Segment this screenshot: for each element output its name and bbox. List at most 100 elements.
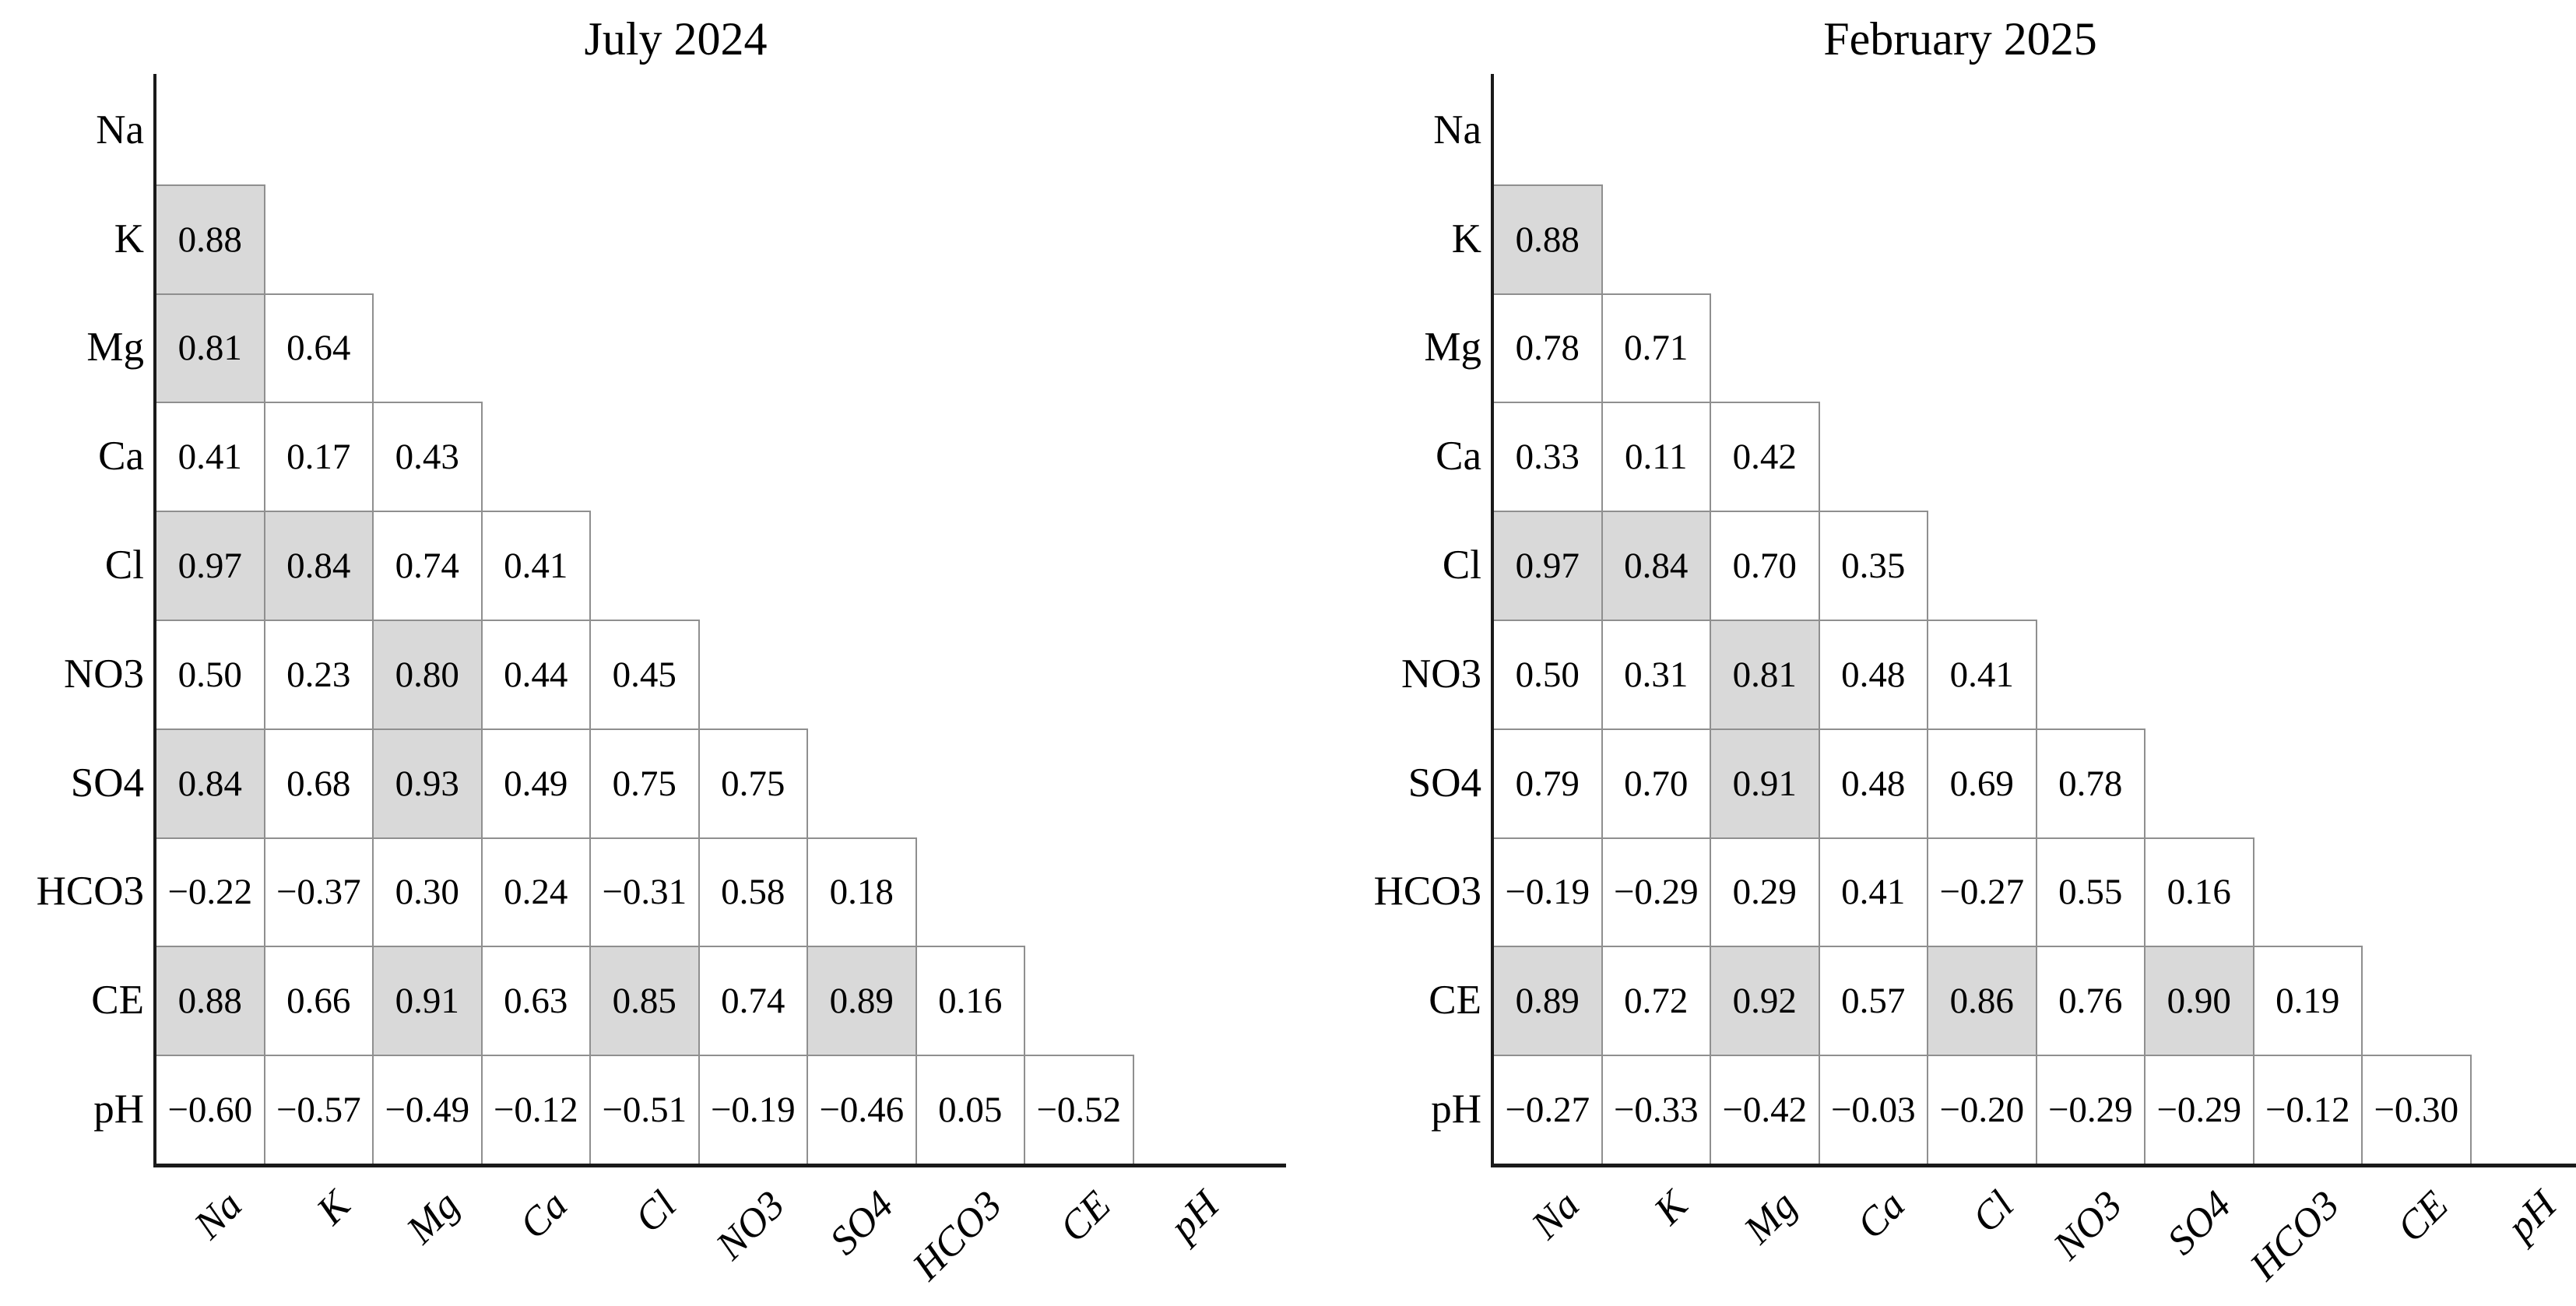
matrix-cell: 0.97 — [155, 511, 265, 621]
matrix-cell: −0.03 — [1818, 1055, 1928, 1165]
matrix-cell: −0.22 — [155, 837, 265, 948]
matrix-cell: 0.74 — [698, 946, 808, 1057]
row-label: pH — [93, 1087, 144, 1132]
matrix-cell: 0.17 — [263, 402, 374, 513]
matrix-cell: −0.52 — [1024, 1055, 1134, 1165]
matrix-cell: 0.43 — [372, 402, 483, 513]
matrix-cell: 0.81 — [155, 293, 265, 404]
matrix-cell: 0.89 — [807, 946, 917, 1057]
row-label: CE — [1429, 978, 1481, 1023]
matrix-cell: 0.90 — [2144, 946, 2254, 1057]
matrix-cell: 0.79 — [1492, 728, 1603, 839]
matrix-cell: 0.18 — [807, 837, 917, 948]
matrix-cell: 0.63 — [480, 946, 591, 1057]
matrix-cell: 0.33 — [1492, 402, 1603, 513]
matrix-cell: 0.84 — [1601, 511, 1711, 621]
matrix-cell: 0.80 — [372, 620, 483, 730]
matrix-cell: −0.27 — [1492, 1055, 1603, 1165]
matrix-cell: 0.84 — [263, 511, 374, 621]
matrix-cell: 0.50 — [155, 620, 265, 730]
matrix-cell: 0.23 — [263, 620, 374, 730]
matrix-cell: 0.72 — [1601, 946, 1711, 1057]
matrix-cell: −0.33 — [1601, 1055, 1711, 1165]
matrix-cell: −0.46 — [807, 1055, 917, 1165]
matrix-cell: 0.70 — [1710, 511, 1820, 621]
panel-title-july-2024: July 2024 — [584, 13, 768, 65]
row-label: K — [114, 216, 144, 262]
matrix-cell: 0.41 — [1818, 837, 1928, 948]
matrix-cell: 0.05 — [915, 1055, 1025, 1165]
row-label: HCO3 — [36, 869, 144, 915]
matrix-cell: 0.97 — [1492, 511, 1603, 621]
matrix-cell: −0.60 — [155, 1055, 265, 1165]
matrix-cell: −0.42 — [1710, 1055, 1820, 1165]
matrix-cell: −0.51 — [589, 1055, 700, 1165]
matrix-cell: 0.48 — [1818, 728, 1928, 839]
row-label: Cl — [104, 542, 144, 588]
matrix-cell: 0.84 — [155, 728, 265, 839]
row-label: Cl — [1442, 542, 1481, 588]
matrix-cell: 0.66 — [263, 946, 374, 1057]
matrix-cell: 0.91 — [1710, 728, 1820, 839]
matrix-cell: −0.20 — [1927, 1055, 2037, 1165]
matrix-cell: 0.81 — [1710, 620, 1820, 730]
y-axis-line — [1491, 74, 1494, 1167]
row-label: Na — [1433, 107, 1481, 153]
matrix-cell: −0.37 — [263, 837, 374, 948]
matrix-cell: 0.64 — [263, 293, 374, 404]
matrix-cell: 0.86 — [1927, 946, 2037, 1057]
matrix-cell: 0.68 — [263, 728, 374, 839]
matrix-cell: 0.58 — [698, 837, 808, 948]
matrix-cell: 0.70 — [1601, 728, 1711, 839]
matrix-cell: 0.75 — [698, 728, 808, 839]
row-label: HCO3 — [1373, 869, 1481, 915]
row-label: Ca — [98, 434, 144, 479]
matrix-cell: −0.49 — [372, 1055, 483, 1165]
row-label: pH — [1431, 1087, 1481, 1132]
row-label: CE — [91, 978, 144, 1023]
row-label: SO4 — [70, 760, 144, 806]
matrix-cell: 0.50 — [1492, 620, 1603, 730]
matrix-cell: 0.48 — [1818, 620, 1928, 730]
x-axis-line — [153, 1164, 1286, 1167]
matrix-cell: 0.55 — [2035, 837, 2145, 948]
matrix-cell: 0.93 — [372, 728, 483, 839]
matrix-cell: 0.71 — [1601, 293, 1711, 404]
row-label: Mg — [1424, 325, 1481, 370]
matrix-cell: −0.19 — [698, 1055, 808, 1165]
matrix-cell: 0.78 — [2035, 728, 2145, 839]
matrix-cell: 0.49 — [480, 728, 591, 839]
matrix-cell: 0.16 — [915, 946, 1025, 1057]
row-label: SO4 — [1407, 760, 1481, 806]
matrix-cell: 0.92 — [1710, 946, 1820, 1057]
matrix-cell: −0.31 — [589, 837, 700, 948]
matrix-cell: 0.89 — [1492, 946, 1603, 1057]
matrix-cell: 0.16 — [2144, 837, 2254, 948]
matrix-cell: 0.78 — [1492, 293, 1603, 404]
matrix-cell: 0.31 — [1601, 620, 1711, 730]
matrix-cell: −0.30 — [2361, 1055, 2472, 1165]
matrix-cell: −0.29 — [1601, 837, 1711, 948]
matrix-cell: −0.27 — [1927, 837, 2037, 948]
matrix-cell: 0.88 — [155, 184, 265, 295]
matrix-cell: 0.88 — [155, 946, 265, 1057]
matrix-cell: 0.41 — [480, 511, 591, 621]
matrix-cell: 0.76 — [2035, 946, 2145, 1057]
matrix-cell: 0.29 — [1710, 837, 1820, 948]
matrix-cell: −0.12 — [2252, 1055, 2363, 1165]
row-label: NO3 — [63, 651, 144, 697]
panel-title-february-2025: February 2025 — [1823, 13, 2097, 65]
row-label: Na — [96, 107, 144, 153]
matrix-cell: 0.45 — [589, 620, 700, 730]
row-label: Ca — [1436, 434, 1481, 479]
matrix-cell: 0.74 — [372, 511, 483, 621]
matrix-cell: 0.41 — [1927, 620, 2037, 730]
matrix-cell: 0.19 — [2252, 946, 2363, 1057]
matrix-cell: −0.29 — [2144, 1055, 2254, 1165]
matrix-cell: 0.69 — [1927, 728, 2037, 839]
matrix-cell: 0.44 — [480, 620, 591, 730]
matrix-cell: 0.85 — [589, 946, 700, 1057]
row-label: Mg — [86, 325, 144, 370]
matrix-cell: 0.75 — [589, 728, 700, 839]
matrix-cell: 0.57 — [1818, 946, 1928, 1057]
